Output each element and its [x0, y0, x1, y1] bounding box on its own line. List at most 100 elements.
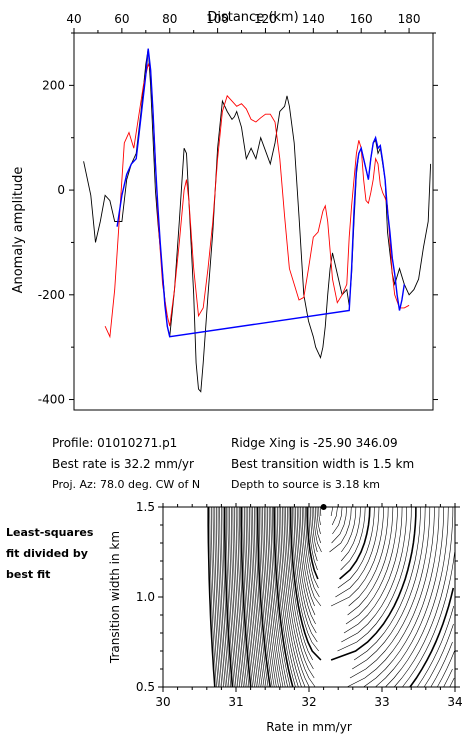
contour-line	[330, 506, 417, 661]
contour-line	[240, 507, 252, 688]
contour-line	[289, 506, 322, 661]
contour-line	[348, 506, 389, 607]
contour-line	[311, 506, 318, 553]
contour-line	[313, 506, 322, 553]
contour-line	[249, 507, 261, 688]
contour-line	[270, 506, 288, 688]
best-width-text: Best transition width is 1.5 km	[231, 457, 415, 471]
y-tick-label: 1.0	[136, 590, 155, 604]
contour-line	[272, 507, 291, 688]
source-depth-text: Depth to source is 3.18 km	[231, 478, 380, 491]
contour-line	[363, 506, 440, 688]
contour-x-title: Rate in mm/yr	[266, 720, 352, 734]
ridge-crossing-text: Ridge Xing is -25.90 346.09	[231, 436, 398, 450]
contour-line	[409, 587, 455, 688]
y-tick-label: 0	[57, 183, 65, 197]
series-line	[104, 62, 410, 339]
contour-y-title: Transition width in km	[108, 531, 122, 664]
x-tick-label: 160	[350, 12, 373, 26]
contour-line	[331, 506, 338, 526]
x-tick-label: 140	[302, 12, 325, 26]
contour-line	[273, 506, 294, 688]
contour-line	[267, 506, 284, 688]
x-tick-label: 31	[228, 695, 243, 709]
contour-line	[223, 507, 234, 688]
contour-line	[221, 507, 230, 688]
contour-line	[282, 507, 310, 688]
contour-line	[353, 506, 421, 661]
x-tick-label: 120	[254, 12, 277, 26]
contour-line	[329, 506, 352, 553]
contour-line	[449, 677, 455, 688]
contour-line	[268, 507, 286, 688]
contour-line	[226, 507, 235, 688]
x-axis-title: Distance (km)	[207, 10, 298, 25]
contour-line	[341, 506, 407, 643]
x-tick-label: 33	[374, 695, 389, 709]
x-tick-label: 180	[398, 12, 421, 26]
side-caption-line: best fit	[6, 568, 51, 581]
contour-line	[216, 507, 224, 688]
contour-line	[305, 506, 319, 589]
contour-line	[258, 507, 273, 688]
contour-line	[430, 641, 453, 688]
anomaly-chart: 40 60 80 100 120 140 160 180 200 0 -200 -400 Dista…	[11, 10, 438, 411]
contour-line	[242, 507, 253, 688]
contour-line	[217, 507, 226, 688]
contour-line	[335, 506, 380, 598]
y-tick-label: -200	[38, 288, 65, 302]
contour-line	[212, 507, 221, 688]
contour-line	[219, 507, 228, 688]
contour-line	[277, 506, 299, 688]
width-axis-ticks: 1.5 1.0 0.5	[136, 500, 460, 694]
y-tick-label: 200	[42, 78, 65, 92]
side-caption: Least-squares fit divided by best fit	[6, 522, 93, 585]
contour-line	[295, 507, 317, 634]
contour-line	[343, 506, 403, 634]
y-tick-label: 1.5	[136, 500, 155, 514]
contour-line	[254, 506, 267, 688]
contour-line	[207, 507, 216, 688]
contour-line	[232, 507, 242, 688]
amplitude-axis-ticks: 200 0 -200 -400	[38, 32, 438, 407]
x-tick-label: 34	[447, 695, 462, 709]
projection-azimuth-text: Proj. Az: 78.0 deg. CW of N	[52, 478, 201, 491]
contour-line	[402, 551, 455, 688]
contour-line	[252, 507, 265, 688]
contour-line	[288, 507, 313, 661]
side-caption-line: Least-squares	[6, 526, 94, 539]
x-tick-label: 80	[162, 12, 177, 26]
contour-line	[255, 507, 269, 688]
contour-line	[303, 506, 320, 598]
contour-line	[239, 507, 250, 688]
contour-line	[209, 507, 217, 688]
contour-line	[337, 506, 412, 652]
x-tick-label: 30	[155, 695, 170, 709]
contour-line	[287, 506, 314, 670]
contour-line	[227, 507, 237, 688]
side-caption-line: fit divided by	[6, 547, 88, 560]
x-tick-label: 32	[301, 695, 316, 709]
contour-line	[291, 507, 319, 652]
contour-line	[298, 507, 316, 616]
profile-text: Profile: 01010271.p1	[52, 436, 178, 450]
contour-line	[262, 507, 277, 688]
contour-line	[347, 506, 394, 616]
contour-line	[222, 507, 231, 688]
contour-line	[214, 507, 223, 688]
contour-line	[423, 623, 454, 688]
plot-frame	[73, 32, 434, 411]
contour-line	[316, 506, 321, 535]
contour-line	[211, 507, 219, 688]
contour-line	[301, 506, 322, 607]
contour-line	[265, 507, 282, 688]
contour-line	[280, 506, 306, 688]
contour-line	[296, 506, 316, 625]
contour-line	[437, 650, 455, 688]
series-line	[83, 48, 432, 393]
contour-line	[315, 506, 321, 544]
distance-axis-ticks: 40 60 80 100 120 140 160 180	[66, 12, 421, 33]
contour-line	[250, 506, 263, 688]
contour-line	[306, 506, 319, 580]
